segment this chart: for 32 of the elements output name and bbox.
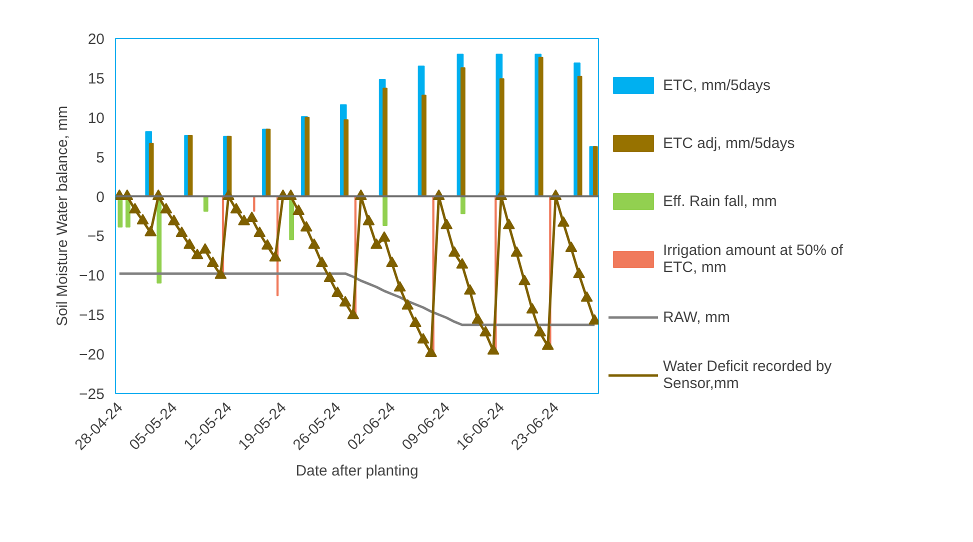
y-tick-label: 20 [88,31,105,48]
bar [148,142,154,197]
legend-label: RAW, mm [663,308,730,328]
bar [422,94,426,197]
bar [344,119,349,197]
bar [304,116,310,197]
bar [592,146,598,197]
y-tick-label: −10 [79,268,105,285]
y-tick-label: 10 [88,110,105,127]
bar [382,88,388,197]
bar [266,128,271,197]
bar [460,67,466,197]
bar [188,135,193,197]
y-tick-label: −5 [87,228,105,246]
bar [382,196,388,226]
y-tick-label: −20 [79,346,105,364]
legend-label: Irrigation amount at 50% of ETC, mm [663,241,844,277]
legend-label: ETC adj, mm/5days [663,134,795,154]
bar [538,56,544,197]
x-axis-title: Date after planting [296,462,418,480]
y-tick-label: −15 [79,307,105,324]
bar [203,196,208,212]
legend-label: ETC, mm/5days [663,76,771,96]
y-axis-title: Soil Moisture Water balance, mm [54,106,72,326]
legend-label: Eff. Rain fall, mm [663,192,777,212]
y-tick-label: 15 [88,70,105,88]
y-tick-label: −25 [79,386,105,403]
bar [460,196,466,214]
bar [577,76,582,197]
y-tick-label: 5 [96,149,104,166]
legend-label: Water Deficit recorded by Sensor,mm [663,357,832,393]
y-tick-label: 0 [96,188,104,206]
